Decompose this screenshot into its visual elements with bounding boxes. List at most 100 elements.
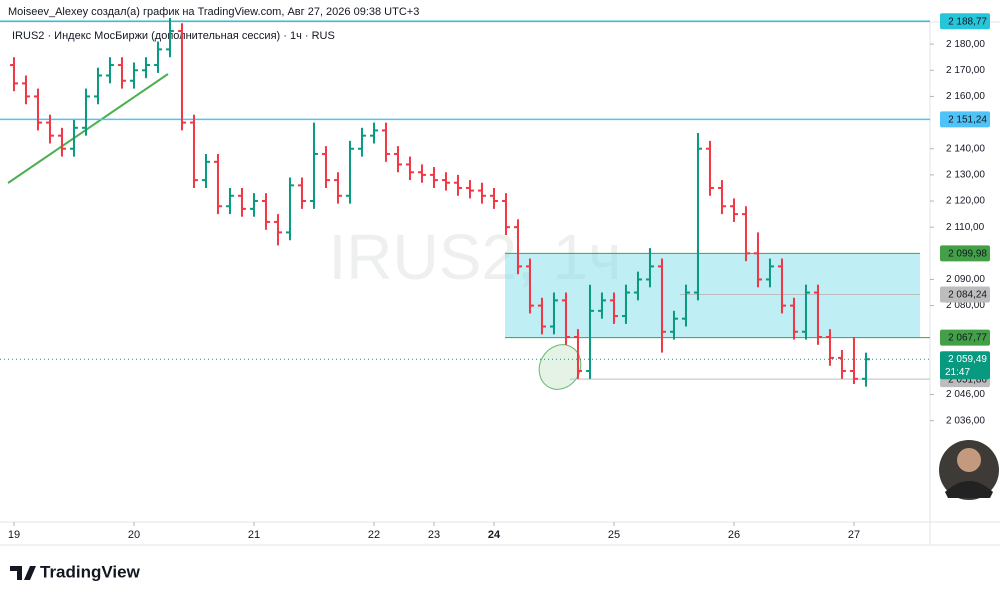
ohlc-bar bbox=[765, 258, 774, 288]
symbol-line: IRUS2 · Индекс МосБиржи (дополнительная … bbox=[12, 30, 335, 42]
ohlc-bar bbox=[501, 193, 510, 236]
ohlc-bar bbox=[45, 114, 54, 144]
y-tick-label: 2 080,00 bbox=[946, 300, 985, 311]
x-tick-label: 24 bbox=[488, 529, 501, 541]
ohlc-bar bbox=[261, 193, 270, 230]
ohlc-bar bbox=[165, 18, 174, 58]
ohlc-bar bbox=[633, 271, 642, 301]
ohlc-bar bbox=[441, 172, 450, 191]
ohlc-bar bbox=[81, 88, 90, 136]
y-tick-label: 2 180,00 bbox=[946, 39, 985, 50]
ohlc-bar bbox=[825, 329, 834, 366]
x-tick-label: 19 bbox=[8, 529, 20, 541]
ohlc-bar bbox=[117, 57, 126, 89]
ohlc-bar bbox=[141, 57, 150, 79]
level-label: 2 067,77 bbox=[948, 333, 987, 344]
brand-logo[interactable]: TradingView bbox=[10, 562, 141, 581]
ohlc-bar bbox=[225, 187, 234, 215]
ohlc-bar bbox=[525, 258, 534, 314]
logo-mark bbox=[10, 566, 36, 580]
countdown: 21:47 bbox=[945, 367, 970, 378]
x-tick-label: 25 bbox=[608, 529, 620, 541]
ohlc-bar bbox=[237, 187, 246, 217]
ohlc-bar bbox=[849, 336, 858, 385]
last-price-badge bbox=[940, 351, 990, 380]
avatar-face bbox=[957, 448, 981, 472]
brand-name: TradingView bbox=[40, 562, 141, 581]
ohlc-bar bbox=[777, 258, 786, 314]
ohlc-bar bbox=[489, 187, 498, 209]
ohlc-bar bbox=[753, 232, 762, 288]
ohlc-bar bbox=[153, 41, 162, 73]
ohlc-bar bbox=[789, 297, 798, 340]
ohlc-bar bbox=[309, 122, 318, 209]
y-tick-label: 2 110,00 bbox=[946, 222, 985, 233]
ohlc-bar bbox=[57, 127, 66, 157]
x-tick-label: 23 bbox=[428, 529, 440, 541]
ohlc-bar bbox=[537, 297, 546, 335]
ohlc-bar bbox=[477, 182, 486, 204]
ohlc-bar bbox=[561, 292, 570, 345]
ohlc-bar bbox=[417, 164, 426, 183]
ohlc-bar bbox=[345, 140, 354, 204]
ohlc-bar bbox=[693, 133, 702, 301]
x-tick-label: 22 bbox=[368, 529, 380, 541]
ohlc-bar bbox=[453, 174, 462, 196]
ohlc-bar bbox=[801, 284, 810, 340]
ohlc-bar bbox=[297, 177, 306, 209]
ohlc-bar bbox=[69, 119, 78, 157]
ohlc-bar bbox=[681, 284, 690, 327]
level-badge bbox=[940, 13, 990, 30]
ohlc-bar bbox=[597, 292, 606, 319]
avatar-shoulders bbox=[945, 481, 993, 498]
ohlc-bar bbox=[177, 23, 186, 131]
ohlc-bar bbox=[9, 57, 18, 92]
zone bbox=[505, 253, 920, 338]
level-badge bbox=[940, 245, 990, 262]
ohlc-bar bbox=[369, 122, 378, 144]
ohlc-bar bbox=[741, 206, 750, 262]
y-tick-label: 2 130,00 bbox=[946, 170, 985, 181]
ohlc-bar bbox=[405, 156, 414, 181]
ohlc-bar bbox=[321, 146, 330, 188]
ohlc-bar bbox=[861, 352, 870, 387]
level-label: 2 099,98 bbox=[948, 249, 987, 260]
y-tick-label: 2 170,00 bbox=[946, 65, 985, 76]
ohlc-bar bbox=[21, 75, 30, 105]
plot: 2 180,00 2 170,00 2 160,00 2 140,00 2 130,00… bbox=[0, 13, 990, 541]
ohlc-bar bbox=[549, 292, 558, 335]
author-line: Moiseev_Alexey создал(а) график на Tradi… bbox=[8, 6, 419, 18]
ohlc-bar bbox=[333, 172, 342, 204]
y-tick-label: 2 090,00 bbox=[946, 274, 985, 285]
x-tick-label: 21 bbox=[248, 529, 260, 541]
y-tick-label: 2 160,00 bbox=[946, 91, 985, 102]
y-tick-label: 2 036,00 bbox=[946, 415, 985, 426]
y-tick-label: 2 120,00 bbox=[946, 196, 985, 207]
level-label: 2 188,77 bbox=[948, 16, 987, 27]
ohlc-bar bbox=[201, 153, 210, 188]
last-price-label: 2 059,49 bbox=[948, 354, 987, 365]
ohlc-bar bbox=[621, 284, 630, 324]
level-badge bbox=[940, 329, 990, 346]
y-tick-label: 2 046,00 bbox=[946, 389, 985, 400]
ohlc-bar bbox=[705, 140, 714, 196]
ohlc-bar bbox=[837, 350, 846, 379]
ohlc-bar bbox=[669, 310, 678, 340]
ohlc-bar bbox=[729, 198, 738, 222]
ohlc-bar bbox=[429, 167, 438, 188]
level-badge bbox=[940, 286, 990, 303]
y-tick-label: 2 140,00 bbox=[946, 143, 985, 154]
ohlc-bar bbox=[33, 88, 42, 131]
avatar[interactable] bbox=[939, 440, 999, 500]
x-tick-label: 26 bbox=[728, 529, 740, 541]
ohlc-bar bbox=[93, 67, 102, 105]
ohlc-bar bbox=[465, 180, 474, 199]
level-label: 2 084,24 bbox=[948, 290, 987, 301]
ohlc-bar bbox=[513, 219, 522, 275]
ohlc-bar bbox=[813, 284, 822, 345]
ohlc-bar bbox=[285, 177, 294, 241]
ohlc-bar bbox=[105, 57, 114, 84]
ohlc-bar bbox=[273, 214, 282, 246]
